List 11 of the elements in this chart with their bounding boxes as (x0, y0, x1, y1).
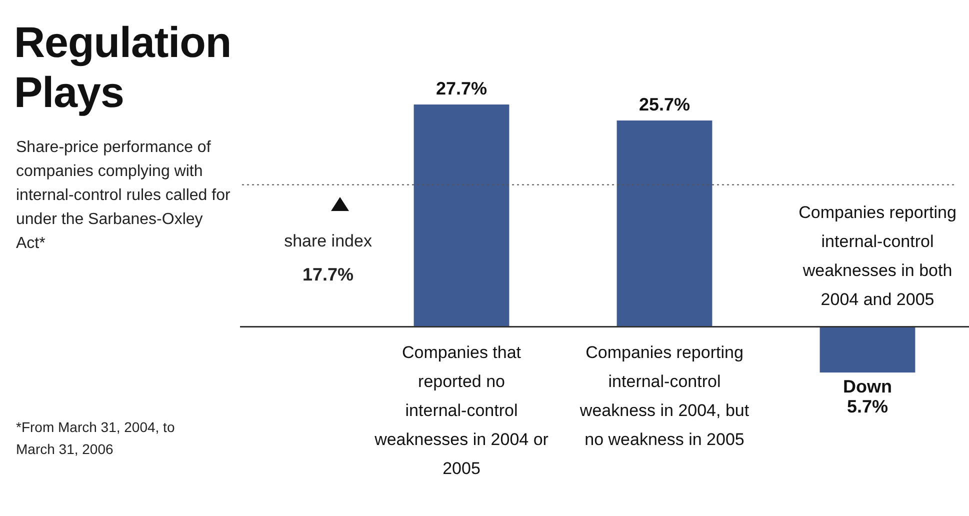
text: Share-price performance of companies complying with internal-control rules called for under the Sarbanes-Oxley Act* (16, 138, 231, 254)
ref-line-label: share index (284, 232, 372, 251)
data-label: 25.7% (638, 94, 690, 115)
x-tick-label: Companies reporting internal-control weaknesses in both 2004 and 2005 (798, 202, 956, 309)
chart-title: Regulation Plays (14, 18, 232, 118)
data-label: 27.7% (436, 78, 488, 98)
data-label: Down 5.7% (843, 376, 892, 416)
text: *From March 31, 2004, to March 31, 2006 (16, 418, 176, 459)
x-tick-label: Companies reporting internal-control weakness in 2004, but no weakness in 2005 (578, 342, 750, 449)
x-tick-label: Companies that reported no internal-control weaknesses in 2004 or 2005 (374, 342, 549, 478)
annotation: 17.7% (302, 264, 354, 285)
